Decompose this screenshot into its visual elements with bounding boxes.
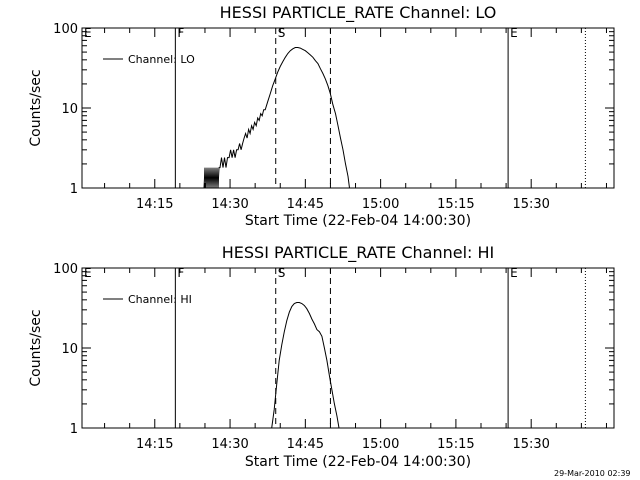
y-axis-label: Counts/sec	[28, 69, 44, 146]
series-line-1	[203, 47, 350, 189]
x-tick-label: 15:15	[437, 437, 474, 452]
event-marker-label: F	[177, 26, 184, 40]
x-tick-label: 14:30	[211, 197, 248, 212]
chart-panel-2: HESSI PARTICLE_RATE Channel: HI 1 10 100 14:…	[28, 243, 615, 470]
footer-timestamp: 29-Mar-2010 02:39	[554, 469, 631, 478]
event-marker-label: E	[84, 26, 92, 40]
y-axis-label: Counts/sec	[28, 309, 44, 386]
legend-label: Channel: LO	[128, 53, 195, 66]
chart-title: HESSI PARTICLE_RATE Channel: LO	[220, 3, 497, 23]
x-tick-label: 15:00	[362, 197, 399, 212]
y-tick-label: 10	[61, 102, 78, 117]
x-tick-label: 14:15	[136, 197, 173, 212]
chart-title: HESSI PARTICLE_RATE Channel: HI	[222, 243, 495, 263]
x-tick-label: 15:00	[362, 437, 399, 452]
plot-frame	[81, 267, 615, 429]
x-tick-label: 14:45	[287, 437, 324, 452]
y-tick-label: 100	[53, 22, 78, 37]
x-tick-label: 15:15	[437, 197, 474, 212]
event-marker-label: E	[510, 266, 518, 280]
x-tick-label: 15:30	[512, 437, 549, 452]
series-line-1	[271, 302, 340, 429]
x-tick-label: 15:30	[512, 197, 549, 212]
event-marker-label: E	[84, 266, 92, 280]
x-tick-label: 14:45	[287, 197, 324, 212]
plot-frame	[81, 27, 615, 189]
x-tick-label: 14:30	[211, 437, 248, 452]
event-marker-label: E	[510, 26, 518, 40]
x-axis-label: Start Time (22-Feb-04 14:00:30)	[245, 213, 471, 229]
legend-label: Channel: HI	[128, 293, 192, 306]
x-tick-label: 14:15	[136, 437, 173, 452]
y-tick-label: 100	[53, 262, 78, 277]
x-axis-label: Start Time (22-Feb-04 14:00:30)	[245, 454, 471, 470]
chart-panel-1: HESSI PARTICLE_RATE Channel: LO 1 10 100 14:…	[28, 3, 615, 229]
event-marker-label: S	[278, 26, 286, 40]
y-tick-label: 1	[70, 182, 78, 197]
event-marker-label: S	[278, 266, 286, 280]
event-marker-label: F	[177, 266, 184, 280]
y-tick-label: 10	[61, 342, 78, 357]
y-tick-label: 1	[70, 422, 78, 437]
